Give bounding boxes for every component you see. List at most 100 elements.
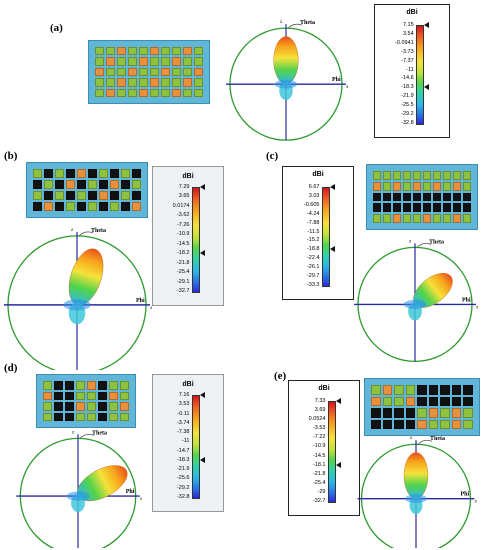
unit-cell: [393, 192, 401, 202]
unit-cell: [98, 391, 107, 400]
colorbar-tick-label: -3.74: [176, 419, 190, 426]
colorbar-tick-label: -21.9: [176, 466, 190, 473]
unit-cell: [132, 180, 141, 189]
unit-cell: [132, 169, 141, 178]
unit-cell: [139, 67, 148, 77]
unit-cell: [394, 385, 404, 395]
colorbar-tick-label: -11: [406, 66, 414, 73]
unit-cell: [403, 171, 411, 180]
unit-cell: [66, 169, 75, 178]
unit-cell: [403, 192, 411, 202]
unit-cell: [440, 419, 450, 429]
colorbar-marker-icon: [199, 456, 205, 463]
unit-cell: [423, 203, 431, 213]
theta-arrow-icon: [416, 243, 432, 248]
unit-cell: [128, 57, 137, 66]
unit-cell: [139, 88, 148, 97]
unit-cell: [43, 381, 52, 390]
unit-cell: [417, 385, 427, 395]
unit-cell: [413, 192, 421, 202]
unit-cell: [120, 402, 129, 411]
unit-cell: [128, 47, 137, 56]
colorbar-tick-label: -29.2: [176, 484, 190, 491]
unit-cell: [109, 391, 118, 400]
unit-cell: [150, 57, 159, 66]
colorbar-tick-label: -0.0941: [395, 39, 414, 46]
unit-cell: [451, 419, 462, 429]
colorbar-tick-label: -11.5: [307, 228, 320, 235]
unit-cell: [194, 88, 203, 97]
unit-cell: [382, 385, 393, 395]
colorbar-tick-label: -18.8: [306, 246, 320, 253]
unit-cell: [121, 202, 130, 211]
unit-cell: [194, 47, 203, 56]
unit-cell: [106, 78, 115, 87]
unit-cell: [87, 391, 96, 400]
unit-cell: [172, 78, 181, 87]
colorbar-tick-label: -18.1: [312, 461, 326, 468]
colorbar-tick-label: -25.5: [401, 102, 414, 109]
unit-cell: [172, 57, 181, 66]
unit-cell: [139, 47, 148, 56]
radiation-pattern-d: Theta Phi z x: [16, 430, 143, 548]
unit-cell: [443, 171, 451, 180]
z-axis-label: z: [72, 430, 75, 435]
unit-cell: [463, 419, 473, 429]
radiation-pattern-a: Theta Phi z x: [226, 20, 348, 141]
unit-cell: [394, 396, 404, 406]
x-axis-label: x: [346, 85, 348, 90]
unit-cell: [453, 171, 461, 180]
unit-cell: [453, 214, 461, 223]
unit-cell: [87, 402, 96, 411]
colorbar-marker-icon: [335, 398, 341, 404]
unit-cell: [55, 169, 64, 178]
unit-cell: [371, 408, 381, 418]
colorbar-tick-label: -14.5: [312, 452, 326, 459]
z-axis-label: z: [409, 239, 412, 244]
unit-cell: [109, 412, 118, 421]
colorbar-gradient: [191, 395, 200, 499]
colorbar-tick-label: 6.67: [308, 184, 320, 190]
unit-cell: [33, 169, 42, 178]
x-axis-label: x: [474, 500, 477, 505]
unit-cell: [33, 202, 42, 211]
unit-cell: [110, 191, 119, 200]
unit-cell: [87, 412, 96, 421]
unit-cell: [55, 191, 64, 200]
unit-cell: [373, 203, 381, 213]
main-lobe: [68, 248, 104, 306]
unit-cell: [161, 88, 170, 97]
unit-cell: [88, 202, 97, 211]
colorbar-gradient: [327, 401, 336, 503]
unit-cell: [413, 171, 421, 180]
colorbar-tick-label: -14.7: [176, 447, 190, 454]
theta-label: Theta: [429, 239, 444, 245]
unit-cell: [194, 67, 203, 77]
unit-cell: [393, 181, 401, 191]
unit-cell: [95, 88, 104, 97]
colorbar-tick-label: -25.4: [176, 269, 190, 276]
unit-cell: [109, 402, 118, 411]
colorbar-tick-label: -22.4: [306, 255, 320, 262]
unit-cell: [443, 214, 451, 223]
metasurface-c: [366, 164, 478, 230]
unit-cell: [128, 88, 137, 97]
colorbar-tick-label: -15.2: [306, 237, 320, 244]
unit-cell: [121, 191, 130, 200]
colorbar-tick-label: -0.605: [303, 201, 320, 208]
unit-cell: [403, 214, 411, 223]
colorbar-title-b: dBi: [182, 173, 194, 180]
unit-cell: [77, 169, 86, 178]
unit-cell: [417, 419, 427, 429]
unit-cell: [423, 214, 431, 223]
unit-cell: [77, 180, 86, 189]
colorbar-tick-label: -21.8: [312, 470, 326, 477]
unit-cell: [99, 191, 108, 200]
colorbar-tick-label: -29: [317, 488, 326, 495]
theta-arrow-icon: [78, 231, 94, 237]
unit-cell: [65, 402, 74, 411]
unit-cell: [423, 192, 431, 202]
unit-cell: [428, 408, 439, 418]
colorbar-tick-label: 0.0174: [172, 202, 190, 209]
unit-cell: [433, 171, 441, 180]
